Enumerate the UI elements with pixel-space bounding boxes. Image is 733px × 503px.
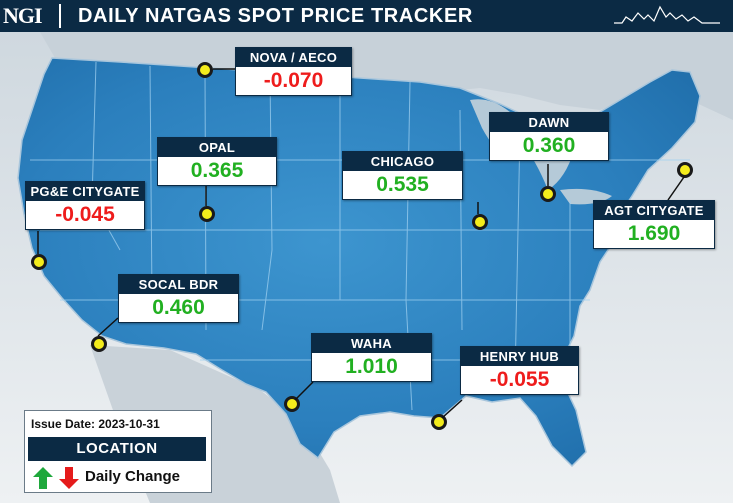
hub-name: OPAL: [158, 138, 276, 157]
hub-callout-socal-bdr[interactable]: SOCAL BDR 0.460: [118, 274, 239, 323]
issue-date: Issue Date: 2023-10-31: [31, 417, 160, 431]
green-up-arrow-icon: [33, 467, 53, 489]
hub-value: 0.460: [119, 294, 238, 322]
hub-marker-socal-bdr[interactable]: [91, 336, 107, 352]
hub-callout-opal[interactable]: OPAL 0.365: [157, 137, 277, 186]
hub-name: WAHA: [312, 334, 431, 353]
hub-value: -0.045: [26, 201, 144, 229]
hub-callout-agt-citygate[interactable]: AGT CITYGATE 1.690: [593, 200, 715, 249]
header-bar: NGI DAILY NATGAS SPOT PRICE TRACKER: [0, 0, 733, 32]
hub-callout-chicago[interactable]: CHICAGO 0.535: [342, 151, 463, 200]
hub-marker-pge-citygate[interactable]: [31, 254, 47, 270]
hub-value: 0.360: [490, 132, 608, 160]
hub-name: PG&E CITYGATE: [26, 182, 144, 201]
hub-marker-chicago[interactable]: [472, 214, 488, 230]
hub-name: SOCAL BDR: [119, 275, 238, 294]
hub-callout-pge-citygate[interactable]: PG&E CITYGATE -0.045: [25, 181, 145, 230]
hub-name: NOVA / AECO: [236, 48, 351, 67]
legend-box: Issue Date: 2023-10-31 LOCATION Daily Ch…: [24, 410, 212, 493]
hub-name: DAWN: [490, 113, 608, 132]
hub-value: -0.070: [236, 67, 351, 95]
hub-marker-agt-citygate[interactable]: [677, 162, 693, 178]
hub-marker-nova-aeco[interactable]: [197, 62, 213, 78]
hub-marker-opal[interactable]: [199, 206, 215, 222]
hub-value: 0.535: [343, 171, 462, 199]
hub-callout-waha[interactable]: WAHA 1.010: [311, 333, 432, 382]
hub-value: -0.055: [461, 366, 578, 394]
hub-callout-nova-aeco[interactable]: NOVA / AECO -0.070: [235, 47, 352, 96]
hub-value: 1.690: [594, 220, 714, 248]
legend-daily-change-label: Daily Change: [85, 468, 181, 485]
hub-name: CHICAGO: [343, 152, 462, 171]
hub-marker-dawn[interactable]: [540, 186, 556, 202]
hub-name: HENRY HUB: [461, 347, 578, 366]
logo-divider: [59, 4, 61, 28]
hub-value: 0.365: [158, 157, 276, 185]
sparkline-icon: [614, 5, 720, 24]
hub-name: AGT CITYGATE: [594, 201, 714, 220]
red-down-arrow-icon: [59, 467, 79, 489]
hub-callout-henry-hub[interactable]: HENRY HUB -0.055: [460, 346, 579, 395]
legend-arrows: [33, 467, 79, 489]
page-title: DAILY NATGAS SPOT PRICE TRACKER: [78, 5, 473, 27]
hub-value: 1.010: [312, 353, 431, 381]
ngi-logo: NGI: [3, 3, 43, 28]
legend-location-label: LOCATION: [28, 437, 206, 461]
hub-callout-dawn[interactable]: DAWN 0.360: [489, 112, 609, 161]
